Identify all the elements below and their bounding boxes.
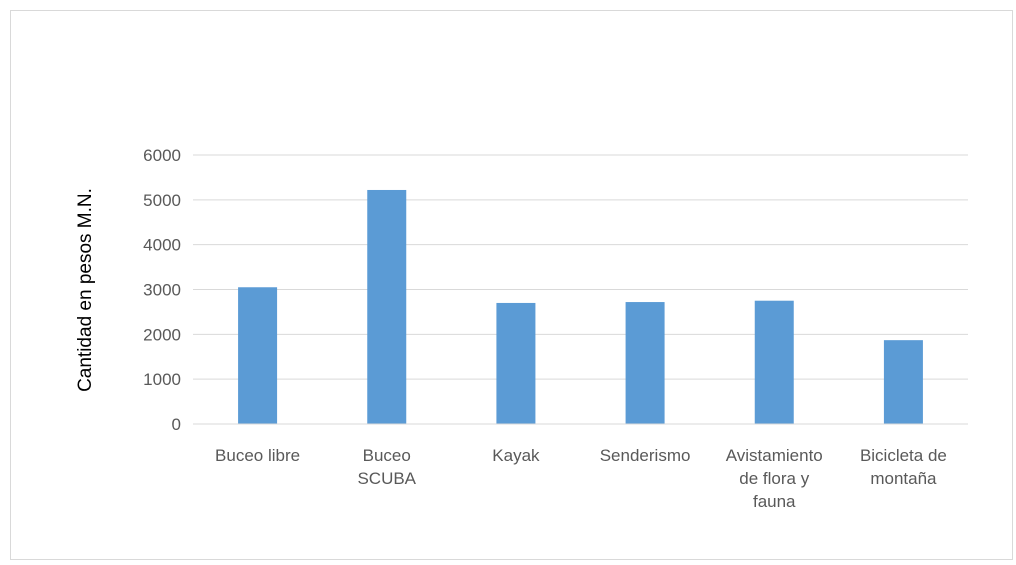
bars	[238, 190, 923, 424]
bar	[238, 287, 277, 424]
x-category-line: Avistamiento	[726, 446, 823, 465]
bar	[367, 190, 406, 424]
x-category-line: Buceo libre	[215, 446, 300, 465]
y-tick-label: 0	[172, 415, 181, 434]
bar	[884, 340, 923, 424]
x-category-line: Senderismo	[600, 446, 691, 465]
y-axis-ticks: 0 1000 2000 3000 4000 5000 6000	[143, 146, 181, 434]
x-category-label: Buceo SCUBA	[357, 446, 416, 488]
x-category-line: de flora y	[739, 469, 809, 488]
bar	[755, 301, 794, 424]
y-tick-label: 1000	[143, 370, 181, 389]
y-tick-label: 5000	[143, 191, 181, 210]
x-category-line: montaña	[870, 469, 937, 488]
x-category-line: Buceo	[363, 446, 411, 465]
y-tick-label: 4000	[143, 236, 181, 255]
y-tick-label: 6000	[143, 146, 181, 165]
x-category-line: SCUBA	[357, 469, 416, 488]
y-tick-label: 2000	[143, 325, 181, 344]
bar	[626, 302, 665, 424]
x-category-line: Kayak	[492, 446, 540, 465]
x-category-label: Avistamiento de flora y fauna	[726, 446, 823, 511]
x-category-line: fauna	[753, 492, 796, 511]
gridlines	[193, 155, 968, 379]
y-tick-label: 3000	[143, 281, 181, 300]
y-axis-label: Cantidad en pesos M.N.	[75, 188, 96, 392]
x-category-label: Kayak	[492, 446, 540, 465]
x-category-label: Buceo libre	[215, 446, 300, 465]
x-category-line: Bicicleta de	[860, 446, 947, 465]
x-category-label: Senderismo	[600, 446, 691, 465]
x-category-label: Bicicleta de montaña	[860, 446, 947, 488]
bar	[496, 303, 535, 424]
x-axis-categories: Buceo libre Buceo SCUBA Kayak Senderismo Avis…	[215, 446, 947, 511]
